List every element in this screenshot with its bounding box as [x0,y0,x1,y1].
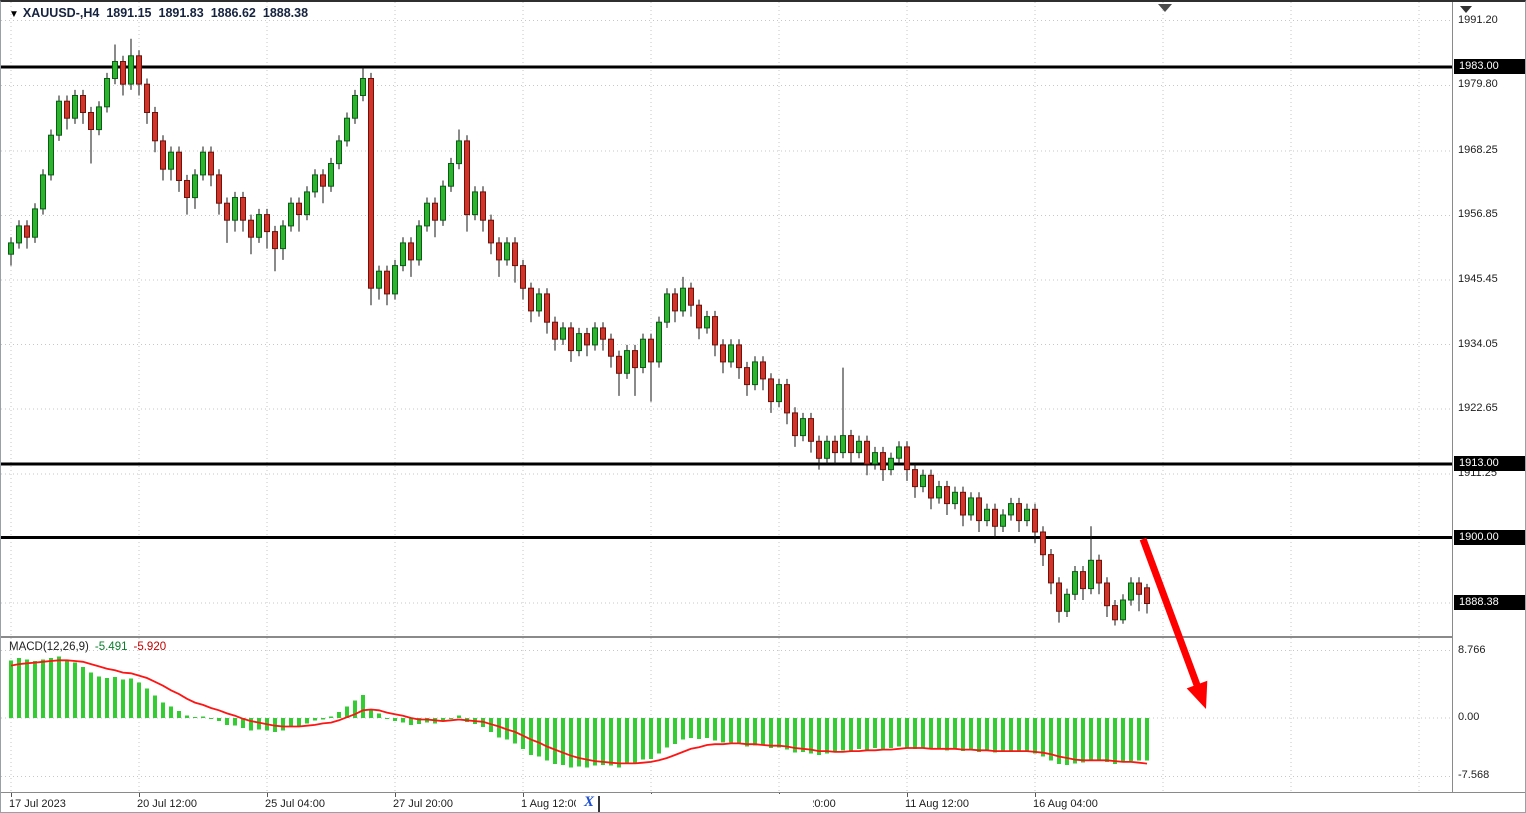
price-axis-label: 1956.85 [1458,208,1498,220]
watermark-cover: X [576,794,813,812]
macd-signal-line [10,659,1148,765]
time-axis-label: 1 Aug 12:00 [521,798,580,810]
watermark-x: X [584,794,595,810]
candlestick-chart[interactable] [1,2,1452,635]
time-axis-tick [1035,793,1036,797]
macd-chart[interactable] [1,638,1452,792]
price-chart-panel[interactable]: ▼ XAUUSD-,H4 1891.15 1891.83 1886.62 1888.38 [1,2,1452,635]
high-value: 1891.83 [158,6,204,20]
macd-indicator-name: MACD(12,26,9) [9,641,89,653]
macd-panel[interactable]: MACD(12,26,9) -5.491 -5.920 [1,636,1452,794]
price-axis-label: 1922.65 [1458,402,1498,414]
open-value: 1891.15 [106,6,152,20]
time-axis-label: 27 Jul 20:00 [393,798,453,810]
time-axis-tick [139,793,140,797]
support-resistance-lines[interactable] [1,65,1452,540]
price-level-badge: 1888.38 [1454,595,1525,610]
price-axis-label: 1991.20 [1458,14,1498,26]
time-axis-label: 11 Aug 12:00 [905,798,970,810]
time-axis-tick [395,793,396,797]
price-axis-label: 1979.80 [1458,78,1498,90]
time-axis[interactable]: X 17 Jul 2023 20 Jul 12:00 25 Jul 04:00 27 … [1,792,1525,812]
time-axis-label: 17 Jul 2023 [9,798,66,810]
price-axis-label: 1968.25 [1458,144,1498,156]
macd-signal-value: -5.920 [133,641,167,653]
text-cursor [598,796,600,812]
chart-title: ▼ XAUUSD-,H4 1891.15 1891.83 1886.62 1888.38 [9,6,308,20]
low-value: 1886.62 [210,6,256,20]
symbol-timeframe-label: XAUUSD-,H4 [22,6,100,20]
time-axis-tick [523,793,524,797]
symbol-dropdown-icon[interactable]: ▼ [9,9,19,20]
macd-main-value: -5.491 [94,641,128,653]
time-axis-tick [267,793,268,797]
time-axis-label: 25 Jul 04:00 [265,798,325,810]
chart-shift-marker[interactable] [1158,4,1172,12]
price-axis[interactable]: 1991.20 1979.80 1968.25 1956.85 1945.45 1934.… [1452,2,1525,792]
macd-axis-label: 8.766 [1458,644,1486,656]
close-value: 1888.38 [262,6,309,20]
macd-gridlines [1,638,1452,792]
price-level-badge: 1913.00 [1454,456,1525,471]
price-level-badge: 1900.00 [1454,530,1525,545]
time-axis-tick [907,793,908,797]
price-axis-label: 1945.45 [1458,273,1498,285]
time-axis-label: 16 Aug 04:00 [1033,798,1098,810]
time-axis-label: 20 Jul 12:00 [137,798,197,810]
price-axis-label: 1934.05 [1458,338,1498,350]
macd-axis-label: -7.568 [1458,769,1490,781]
price-level-badge: 1983.00 [1454,59,1525,74]
macd-axis-label: 0.00 [1458,711,1480,723]
main-gridlines [1,2,1452,635]
time-axis-tick [11,793,12,797]
macd-label: MACD(12,26,9) -5.491 -5.920 [9,641,166,653]
